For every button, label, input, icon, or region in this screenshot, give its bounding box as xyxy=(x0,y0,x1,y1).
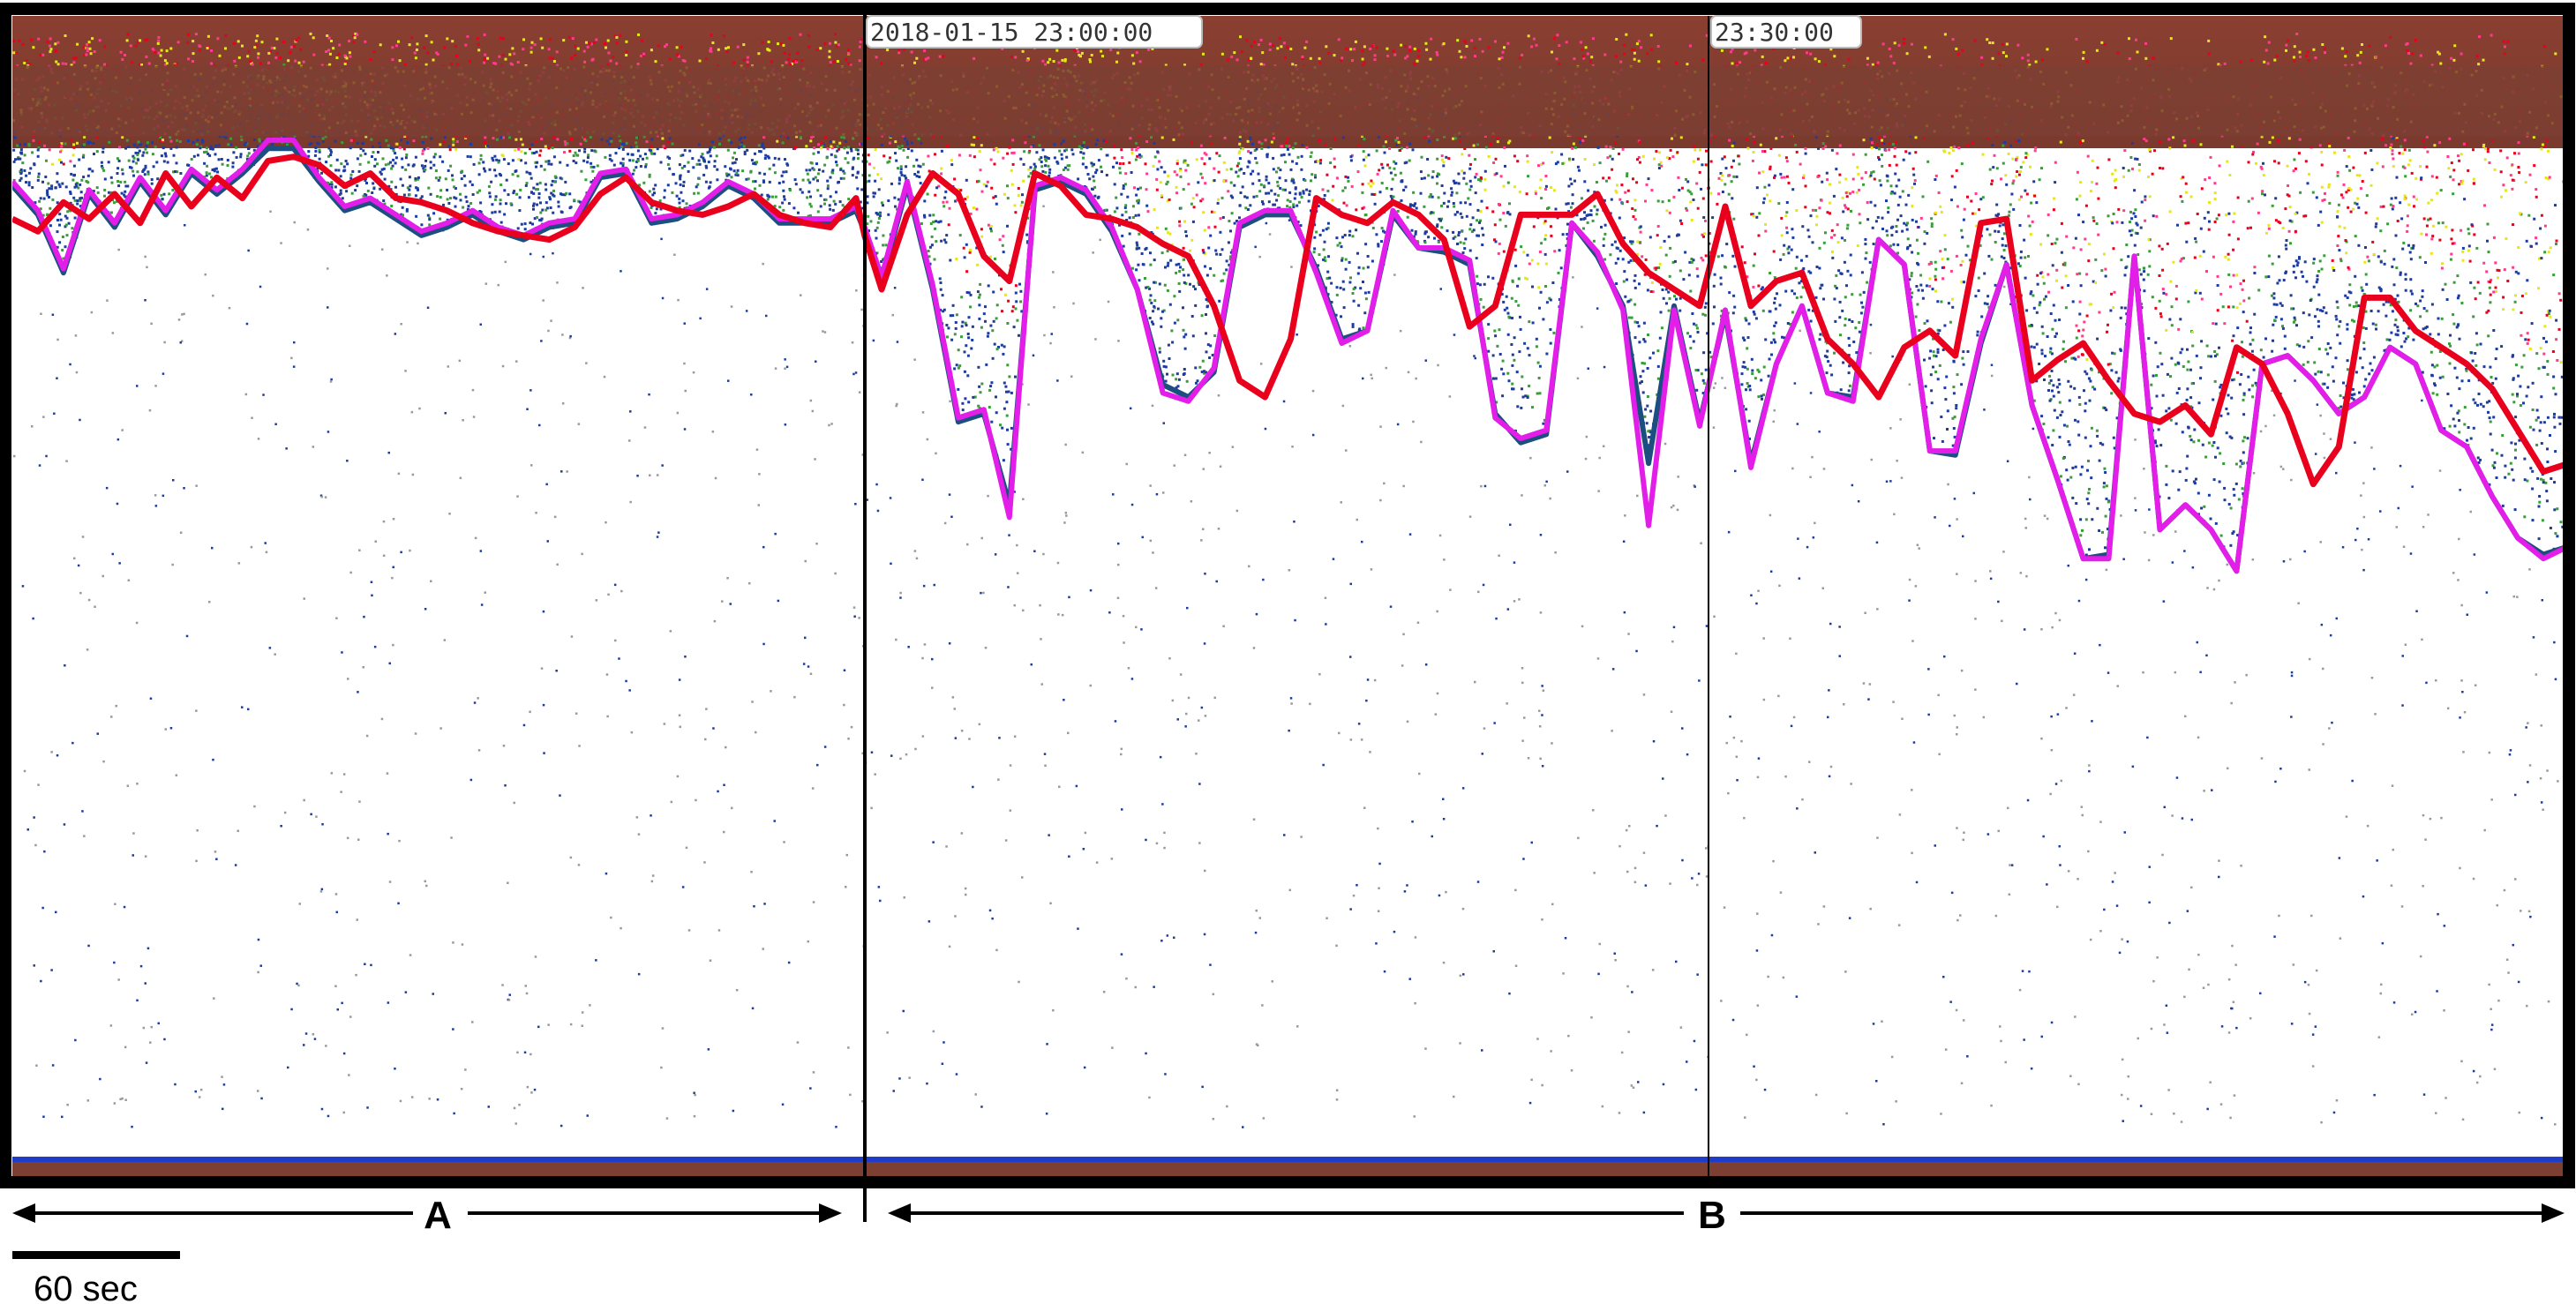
timestamp-label-1: 2018-01-15 23:00:00 xyxy=(866,15,1203,49)
plot-frame xyxy=(0,3,2575,1188)
scale-bar: 60 sec xyxy=(12,1251,180,1304)
series-lines xyxy=(12,137,2569,574)
line-series-red xyxy=(12,154,2569,488)
timestamp-text-2: 23:30:00 xyxy=(1715,18,1834,47)
timestamp-label-2: 23:30:00 xyxy=(1710,15,1862,49)
segment-a-label: A xyxy=(424,1194,452,1237)
surface-core xyxy=(12,65,2569,137)
seabed-line xyxy=(12,1157,2569,1162)
seabed-sediment xyxy=(12,1162,2569,1176)
surface-scatter-layer xyxy=(12,16,2569,1128)
segment-b-arrow: B xyxy=(888,1194,2565,1237)
scale-bar-line xyxy=(12,1251,180,1259)
seabed-band xyxy=(12,1157,2569,1176)
timestamp-text-1: 2018-01-15 23:00:00 xyxy=(870,18,1153,47)
line-series-magenta xyxy=(12,137,2569,574)
scale-bar-label: 60 sec xyxy=(34,1270,138,1304)
segment-a-arrow: A xyxy=(12,1194,842,1237)
plot-background xyxy=(12,16,2569,1176)
segment-b-label: B xyxy=(1698,1194,1726,1237)
